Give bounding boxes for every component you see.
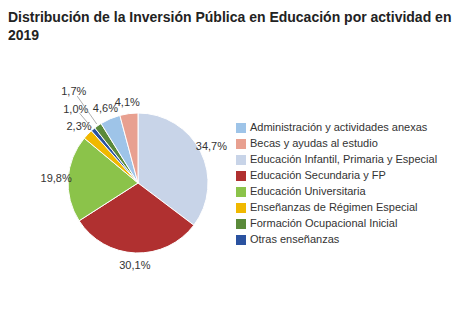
html-text:Becas y ayudas al estudio: Becas y ayudas al estudio [250,137,378,149]
html-text:Distribución de la Inversión P: Distribución de la Inversión Pública en … [8,9,452,43]
svg-text:1,0%: 1,0% [63,103,88,115]
html-text:Formación Ocupacional Inicial: Formación Ocupacional Inicial [250,217,398,229]
svg-text:34,7%: 34,7% [196,140,227,152]
html-text:Otras enseñanzas: Otras enseñanzas [250,233,340,245]
html-text:Enseñanzas de Régimen Especial: Enseñanzas de Régimen Especial [250,201,418,213]
html-text:Educación Infantil, Primaria y: Educación Infantil, Primaria y Especial [250,153,438,165]
html-text:Educación Secundaria y FP: Educación Secundaria y FP [250,169,386,181]
svg-text:4,6%: 4,6% [92,101,118,114]
svg-text:2,3%: 2,3% [67,120,92,132]
html-text:Educación Universitaria: Educación Universitaria [250,185,366,197]
svg-text:4,1%: 4,1% [115,96,140,108]
svg-text:19,8%: 19,8% [41,172,72,184]
svg-text:30,1%: 30,1% [119,259,150,271]
svg-text:1,7%: 1,7% [61,85,86,97]
html-text:Administración y actividades a: Administración y actividades anexas [250,121,428,133]
